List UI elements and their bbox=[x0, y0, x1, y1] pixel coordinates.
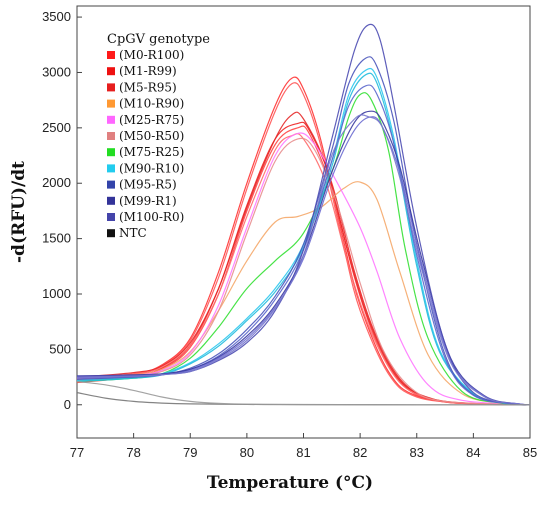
legend-items: (M0-R100) (M1-R99) (M5-R95) (M10-R90) (M25-R… bbox=[107, 48, 184, 240]
y-tick-label: 1500 bbox=[42, 231, 71, 246]
legend-label: (M5-R95) bbox=[119, 80, 177, 94]
series-line-m1-r99 bbox=[76, 121, 531, 406]
legend-swatch bbox=[107, 132, 115, 140]
x-tick-label: 81 bbox=[296, 445, 310, 460]
x-tick-label: 84 bbox=[466, 445, 480, 460]
series-line-m50-r50 bbox=[76, 137, 531, 406]
y-axis-ticks: 0 500 1000 1500 2000 2500 3000 3500 bbox=[42, 9, 82, 412]
y-tick-label: 2500 bbox=[42, 120, 71, 135]
legend-swatch bbox=[107, 164, 115, 173]
legend-label: (M50-R50) bbox=[119, 129, 184, 143]
y-tick-label: 2000 bbox=[42, 175, 71, 190]
legend-swatch bbox=[107, 115, 115, 124]
legend-label: (M75-R25) bbox=[119, 145, 184, 159]
legend-label: NTC bbox=[119, 226, 147, 240]
legend-swatch bbox=[107, 99, 115, 108]
legend-label: (M1-R99) bbox=[119, 64, 177, 78]
y-tick-label: 3000 bbox=[42, 64, 71, 79]
y-axis-title: -d(RFU)/dt bbox=[9, 161, 29, 263]
y-tick-label: 0 bbox=[64, 397, 71, 412]
series-line-m100-r0 bbox=[76, 114, 531, 406]
legend-swatch bbox=[107, 148, 115, 157]
x-tick-label: 77 bbox=[70, 445, 84, 460]
series-line-m25-r75 bbox=[76, 132, 531, 406]
x-tick-label: 85 bbox=[523, 445, 537, 460]
series-layer bbox=[76, 23, 531, 406]
series-line-m90-r10 bbox=[76, 72, 531, 406]
legend-swatch bbox=[107, 196, 115, 205]
legend-label: (M95-R5) bbox=[119, 178, 177, 192]
series-line-m0-r100 bbox=[76, 76, 531, 406]
x-axis-ticks: 77 78 79 80 81 82 83 84 85 bbox=[70, 433, 537, 460]
legend-swatch bbox=[107, 213, 115, 221]
legend-label: (M25-R75) bbox=[119, 113, 184, 127]
legend-swatch bbox=[107, 83, 115, 92]
y-tick-label: 500 bbox=[49, 341, 71, 356]
legend-swatch bbox=[107, 51, 115, 59]
y-tick-label: 1000 bbox=[42, 286, 71, 301]
legend-label: (M90-R10) bbox=[119, 161, 184, 175]
legend-swatch bbox=[107, 180, 115, 189]
x-tick-label: 80 bbox=[240, 445, 254, 460]
legend-label: (M99-R1) bbox=[119, 194, 177, 208]
series-line-ntc bbox=[76, 380, 530, 406]
legend-label: (M10-R90) bbox=[119, 97, 184, 111]
series-line-m75-r25 bbox=[76, 92, 531, 406]
legend-title: CpGV genotype bbox=[107, 32, 210, 47]
series-line-m95-r5 bbox=[76, 56, 531, 406]
series-line-m90-r10 bbox=[76, 67, 531, 406]
legend-label: (M0-R100) bbox=[119, 48, 184, 62]
x-axis-title: Temperature (°C) bbox=[207, 473, 373, 493]
legend-swatch bbox=[107, 229, 115, 238]
legend-label: (M100-R0) bbox=[119, 210, 184, 224]
x-tick-label: 78 bbox=[126, 445, 140, 460]
series-line-m5-r95 bbox=[76, 111, 531, 406]
legend-swatch bbox=[107, 67, 115, 76]
legend: CpGV genotype (M0-R100)(M1-R99)(M5-R95)(… bbox=[107, 32, 210, 240]
series-line-m99-r1 bbox=[76, 116, 531, 406]
y-tick-label: 3500 bbox=[42, 9, 71, 24]
x-tick-label: 79 bbox=[183, 445, 197, 460]
series-line-m0-r100 bbox=[76, 82, 531, 406]
x-tick-label: 82 bbox=[353, 445, 367, 460]
x-tick-label: 83 bbox=[410, 445, 424, 460]
